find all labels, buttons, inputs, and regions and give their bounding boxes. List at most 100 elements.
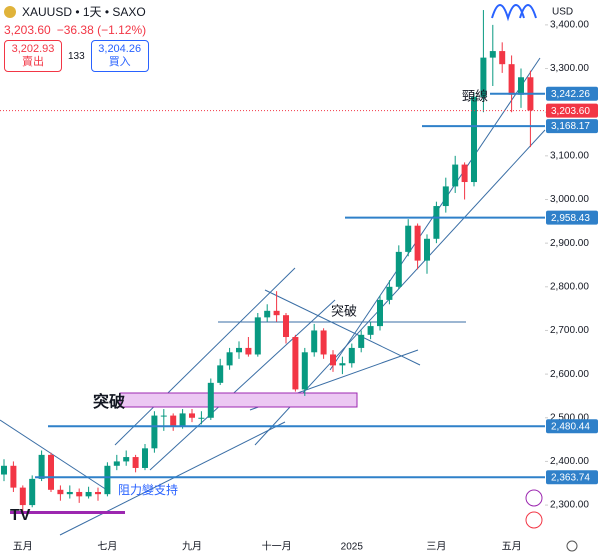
zone-bar bbox=[10, 511, 125, 514]
y-tick-label: 3,100.00 bbox=[550, 150, 589, 161]
candle-body bbox=[292, 337, 299, 390]
candle-body bbox=[424, 238, 430, 261]
candle-body bbox=[113, 461, 120, 466]
symbol: XAUUSD • 1天 • SAXO bbox=[22, 5, 146, 19]
x-tick-label: 2025 bbox=[341, 542, 364, 553]
trend-line bbox=[0, 419, 111, 493]
candle-body bbox=[489, 51, 496, 58]
candle-body bbox=[104, 465, 111, 495]
candle-body bbox=[207, 382, 214, 418]
buy-button[interactable]: 3,204.26 買入 bbox=[90, 40, 149, 72]
candle-body bbox=[330, 354, 336, 366]
annotation: 突破 bbox=[93, 392, 125, 411]
candle-body bbox=[395, 251, 402, 287]
price-label-box bbox=[546, 210, 598, 225]
header: XAUUSD • 1天 • SAXO 3,203.60 −36.38 (−1.12… bbox=[0, 0, 230, 78]
candle-body bbox=[57, 489, 64, 495]
change: −36.38 (−1.12%) bbox=[56, 23, 147, 37]
candle-body bbox=[19, 487, 26, 506]
candle-body bbox=[377, 299, 383, 327]
x-tick-label: 十一月 bbox=[262, 540, 292, 553]
candle-body bbox=[367, 326, 374, 335]
candle-body bbox=[461, 164, 468, 183]
candle-body bbox=[76, 491, 83, 497]
y-tick-label: 2,300.00 bbox=[550, 500, 589, 511]
candle-body bbox=[217, 365, 224, 383]
candle-body bbox=[348, 347, 355, 364]
candle-body bbox=[386, 286, 393, 300]
candle-body bbox=[320, 330, 327, 355]
channel-line bbox=[149, 299, 336, 471]
price-label-box bbox=[546, 86, 598, 101]
candle-body bbox=[283, 315, 289, 338]
candle-body bbox=[132, 457, 139, 468]
last-price: 3,203.60 bbox=[4, 23, 51, 37]
candle-body bbox=[508, 64, 515, 95]
trend-line bbox=[59, 421, 286, 536]
candle-body bbox=[471, 96, 477, 183]
candle-body bbox=[301, 352, 308, 390]
candle-body bbox=[339, 363, 346, 366]
candle-body bbox=[273, 310, 280, 316]
candle-body bbox=[151, 415, 158, 449]
annotation: 頸線 bbox=[462, 88, 488, 103]
price-label: 2,480.44 bbox=[551, 421, 590, 432]
price-label-box bbox=[546, 419, 598, 434]
price-label: 2,958.43 bbox=[551, 213, 590, 224]
candle-body bbox=[10, 465, 17, 488]
price-row: 3,203.60 −36.38 (−1.12%) bbox=[4, 23, 226, 37]
y-tick-label: 2,800.00 bbox=[550, 281, 589, 292]
candle-body bbox=[442, 186, 449, 207]
candle-body bbox=[189, 413, 195, 418]
candle-body bbox=[85, 491, 92, 497]
settings-icon[interactable] bbox=[566, 540, 578, 552]
candle-body bbox=[518, 77, 524, 95]
candle-body bbox=[264, 310, 271, 318]
plot: 2,300.00 2,400.00 2,500.00 2,600.00 2,700.00… bbox=[1, 10, 589, 553]
candle-body bbox=[452, 164, 459, 187]
x-tick-label: 三月 bbox=[426, 541, 446, 553]
icon[interactable] bbox=[525, 489, 543, 507]
trend-line bbox=[264, 289, 421, 366]
candle-body bbox=[179, 413, 186, 427]
price-label-box bbox=[546, 103, 598, 118]
candle-body bbox=[226, 352, 233, 366]
candle-body bbox=[433, 206, 440, 239]
sell-price: 3,202.93 bbox=[11, 43, 55, 55]
price-label: 3,203.60 bbox=[551, 106, 590, 117]
coin-icon bbox=[4, 5, 16, 18]
y-tick-label: 3,400.00 bbox=[550, 20, 589, 31]
candle-body bbox=[160, 415, 167, 417]
y-tick-label: 3,300.00 bbox=[550, 63, 589, 74]
candle-body bbox=[1, 465, 7, 475]
candle-body bbox=[245, 347, 252, 355]
y-tick-label: 2,600.00 bbox=[550, 369, 589, 380]
candle-body bbox=[170, 415, 177, 427]
candle-body bbox=[142, 448, 148, 468]
pattern-mark bbox=[491, 4, 537, 22]
sell-button[interactable]: 3,202.93 賣出 bbox=[4, 40, 62, 72]
candle-body bbox=[236, 347, 242, 353]
buy-label: 買入 bbox=[108, 56, 131, 68]
y-tick-label: 2,900.00 bbox=[550, 238, 589, 249]
price-label: 3,168.17 bbox=[551, 121, 590, 132]
zone-box bbox=[119, 392, 358, 408]
candle-body bbox=[123, 457, 130, 462]
x-tick-label: 五月 bbox=[13, 541, 33, 553]
candle-body bbox=[254, 317, 261, 355]
price-label: 3,242.26 bbox=[551, 89, 590, 100]
logo: TV bbox=[10, 507, 31, 524]
candle-body bbox=[311, 330, 318, 353]
y-tick-label: 3,000.00 bbox=[550, 194, 589, 205]
icon[interactable] bbox=[525, 511, 543, 529]
y-tick-label: 2,700.00 bbox=[550, 325, 589, 336]
trade-row: 3,202.93 賣出 133 3,204.26 買入 bbox=[4, 40, 226, 72]
y-tick-label: 2,500.00 bbox=[550, 412, 589, 423]
candle-body bbox=[66, 491, 73, 495]
candle-body bbox=[405, 225, 412, 252]
candle-body bbox=[95, 491, 101, 495]
y-tick-label: 2,400.00 bbox=[550, 456, 589, 467]
candle-body bbox=[358, 334, 365, 348]
